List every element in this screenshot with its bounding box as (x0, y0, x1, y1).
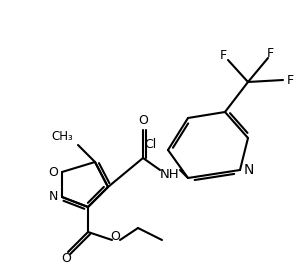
Text: N: N (244, 163, 254, 177)
Text: NH: NH (160, 168, 180, 180)
Text: O: O (138, 113, 148, 126)
Text: F: F (286, 73, 294, 86)
Text: CH₃: CH₃ (51, 130, 73, 143)
Text: F: F (266, 46, 274, 59)
Text: F: F (219, 48, 226, 61)
Text: O: O (61, 252, 71, 265)
Text: O: O (48, 165, 58, 178)
Text: Cl: Cl (144, 138, 156, 150)
Text: O: O (110, 230, 120, 242)
Text: N: N (48, 190, 58, 203)
